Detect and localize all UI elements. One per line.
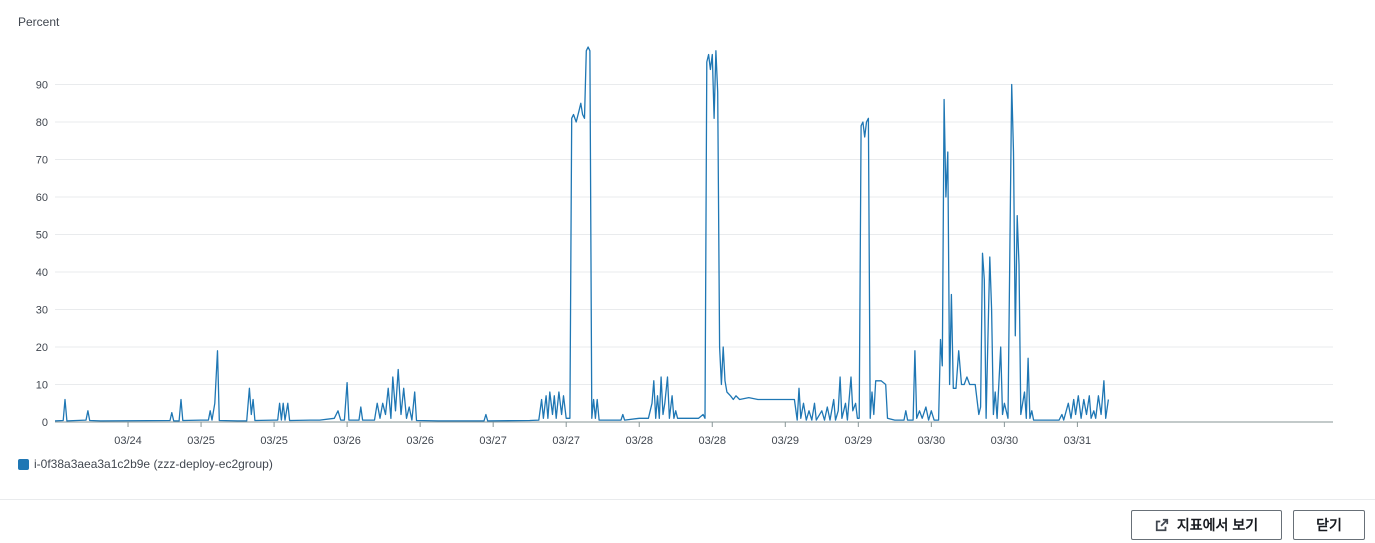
legend: i-0f38a3aea3a1c2b9e (zzz-deploy-ec2group… [18, 457, 273, 471]
external-link-icon [1155, 518, 1169, 532]
y-tick-label: 40 [36, 267, 48, 279]
chart: Percent 0 10 20 30 40 50 60 70 80 90 03/24 03/25 03/… [18, 15, 1333, 447]
y-axis-label: Percent [18, 15, 60, 29]
x-tick-label: 03/30 [991, 435, 1019, 447]
y-tick-label: 60 [36, 192, 48, 204]
y-tick-label: 50 [36, 230, 48, 242]
x-tick-label: 03/25 [187, 435, 215, 447]
footer-divider [0, 499, 1375, 500]
y-tick-label: 20 [36, 342, 48, 354]
y-tick-label: 80 [36, 117, 48, 129]
x-tick-label: 03/27 [552, 435, 580, 447]
x-tick-label: 03/27 [479, 435, 507, 447]
x-tick-label: 03/28 [625, 435, 653, 447]
x-tick-label: 03/29 [772, 435, 800, 447]
y-tick-label: 0 [42, 417, 48, 429]
legend-swatch [18, 458, 29, 470]
x-tick-label: 03/26 [406, 435, 434, 447]
x-tick-label: 03/31 [1064, 435, 1092, 447]
view-in-metrics-label: 지표에서 보기 [1176, 517, 1259, 533]
y-tick-label: 70 [36, 155, 48, 167]
legend-label: i-0f38a3aea3a1c2b9e (zzz-deploy-ec2group… [34, 457, 273, 471]
x-tick-label: 03/25 [260, 435, 288, 447]
series-line [54, 46, 1110, 422]
x-tick-label: 03/29 [845, 435, 873, 447]
y-tick-label: 10 [36, 380, 48, 392]
view-in-metrics-button[interactable]: 지표에서 보기 [1131, 510, 1282, 540]
x-tick-label: 03/26 [333, 435, 361, 447]
x-tick-label: 03/24 [114, 435, 142, 447]
x-tick-label: 03/28 [698, 435, 726, 447]
close-label: 닫기 [1316, 517, 1342, 533]
x-tick-label: 03/30 [918, 435, 946, 447]
y-tick-label: 90 [36, 80, 48, 92]
y-tick-label: 30 [36, 305, 48, 317]
close-button[interactable]: 닫기 [1293, 510, 1365, 540]
